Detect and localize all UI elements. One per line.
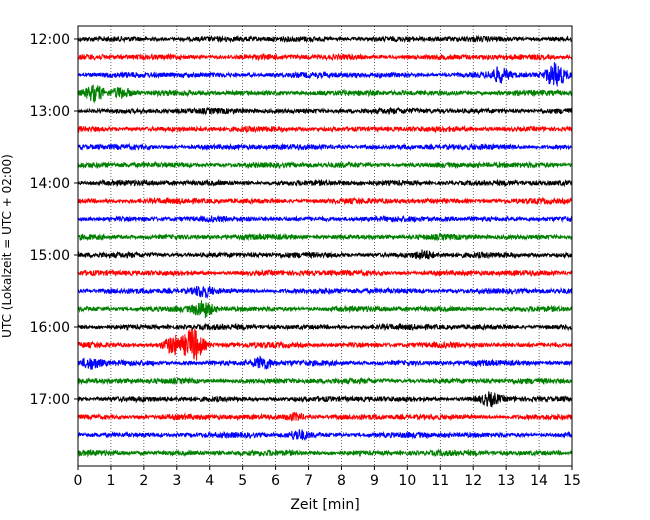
seismogram-trace xyxy=(77,84,573,104)
x-tick-label: 12 xyxy=(464,473,482,489)
plot-border xyxy=(77,25,573,467)
seismogram-trace xyxy=(77,178,573,188)
seismogram-trace xyxy=(77,196,573,206)
x-tick-label: 10 xyxy=(398,473,416,489)
seismogram-trace xyxy=(77,376,573,386)
seismogram-trace xyxy=(77,322,573,332)
seismogram-trace xyxy=(77,355,573,370)
seismogram-trace xyxy=(77,411,573,422)
seismogram-trace xyxy=(77,232,573,242)
x-axis: 0 1 2 3 4 5 6 7 8 9 10 11 12 13 14 15 xyxy=(74,466,581,489)
x-tick-label: 13 xyxy=(497,473,515,489)
seismogram-trace xyxy=(77,429,573,442)
x-tick-label: 3 xyxy=(172,473,181,489)
seismogram-trace xyxy=(77,106,573,116)
grid-lines xyxy=(110,26,540,466)
seismogram-trace xyxy=(77,300,573,319)
y-tick-label: 14:00 xyxy=(30,176,70,192)
seismogram-trace xyxy=(77,391,573,408)
x-tick-label: 0 xyxy=(74,473,83,489)
x-tick-label: 14 xyxy=(530,473,548,489)
traces xyxy=(77,34,573,458)
y-tick-label: 16:00 xyxy=(30,320,70,336)
seismogram-trace xyxy=(77,448,573,458)
x-tick-label: 9 xyxy=(370,473,379,489)
seismogram-trace xyxy=(77,328,573,361)
y-tick-label: 15:00 xyxy=(30,248,70,264)
plot-frame xyxy=(78,26,572,466)
x-axis-label: Zeit [min] xyxy=(290,497,359,513)
seismogram-trace xyxy=(77,160,573,170)
x-tick-label: 7 xyxy=(304,473,313,489)
seismogram-trace xyxy=(77,52,573,62)
y-tick-label: 17:00 xyxy=(30,392,70,408)
seismogram-trace xyxy=(77,249,573,260)
x-tick-label: 8 xyxy=(337,473,346,489)
y-axis-label: UTC (Lokalzeit = UTC + 02:00) xyxy=(0,154,14,338)
seismogram-trace xyxy=(77,285,573,300)
y-axis: 12:00 13:00 14:00 15:00 16:00 17:00 xyxy=(30,32,78,408)
seismogram-trace xyxy=(77,34,573,44)
x-tick-label: 11 xyxy=(431,473,449,489)
x-tick-label: 4 xyxy=(205,473,214,489)
x-tick-label: 1 xyxy=(106,473,115,489)
y-tick-label: 13:00 xyxy=(30,104,70,120)
seismogram-trace xyxy=(77,214,573,224)
x-tick-label: 15 xyxy=(563,473,581,489)
x-tick-label: 5 xyxy=(238,473,247,489)
seismogram-trace xyxy=(77,142,573,152)
y-tick-label: 12:00 xyxy=(30,32,70,48)
seismogram-trace xyxy=(77,124,573,134)
seismogram-trace xyxy=(77,268,573,278)
x-tick-label: 6 xyxy=(271,473,280,489)
x-tick-label: 2 xyxy=(139,473,148,489)
seismogram-trace xyxy=(77,62,573,87)
